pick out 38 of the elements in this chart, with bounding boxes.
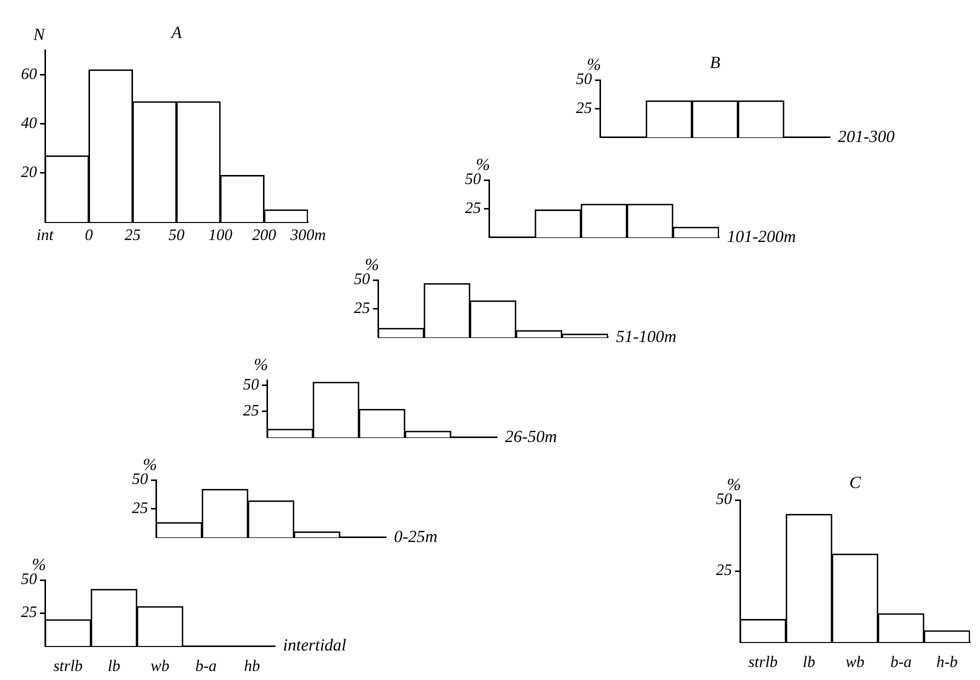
x-axis-title: 51-100m	[616, 326, 676, 346]
text: 0	[84, 227, 93, 244]
x-tick-label: hb	[244, 658, 260, 675]
x-axis-title: 0-25m	[394, 526, 438, 546]
x-axis-title: 101-200m	[727, 226, 796, 246]
x-axis-title: 201-300	[838, 126, 896, 146]
y-tick-label: 60	[21, 66, 37, 83]
y-tick-label: 25	[21, 604, 37, 622]
y-axis-title: %	[32, 554, 46, 574]
x-tick-label: strlb	[748, 654, 778, 671]
x-tick-label: wb	[150, 658, 170, 675]
y-tick-label: 40	[21, 114, 37, 132]
text: 50	[168, 227, 184, 244]
text: int	[36, 227, 54, 244]
x-tick-label: b-a	[890, 654, 912, 671]
text: 100	[208, 227, 232, 244]
chart-title: B	[710, 52, 721, 72]
chart-title: C	[849, 472, 862, 492]
y-axis-title: %	[142, 454, 158, 474]
y-axis-title: %	[364, 254, 380, 274]
y-axis-title: %	[586, 54, 602, 74]
x-tick-label: lb	[802, 654, 816, 671]
text: 200	[252, 227, 276, 244]
y-tick-label: 20	[21, 164, 37, 182]
x-tick-label: b-a	[195, 658, 217, 675]
chart-title: A	[170, 22, 182, 42]
y-axis-title: %	[476, 154, 490, 174]
x-tick-label: lb	[108, 658, 120, 675]
y-axis-title: N	[32, 24, 46, 44]
x-axis-title: 26-50m	[505, 426, 557, 446]
text: 300m	[289, 227, 326, 244]
y-tick-label: 50	[21, 571, 37, 588]
x-tick-label: strlb	[53, 658, 83, 675]
x-tick-label: h-b	[936, 654, 958, 671]
y-axis-title: %	[726, 474, 742, 494]
x-axis-title: intertidal	[283, 635, 347, 654]
y-axis-title: %	[254, 354, 268, 374]
x-tick-label: wb	[846, 654, 864, 671]
